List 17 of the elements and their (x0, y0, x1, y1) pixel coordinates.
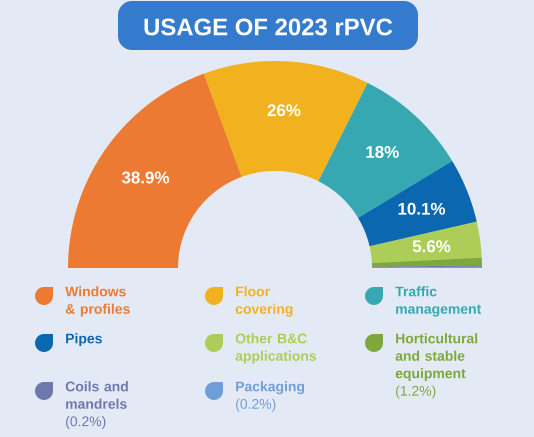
data-label: 38.9% (122, 171, 170, 184)
legend-label: Windows & profiles (65, 286, 130, 317)
data-label: (1.2%) (396, 385, 436, 398)
data-label: (0.2%) (66, 416, 106, 430)
data-label: (0.2%) (236, 398, 276, 412)
data-label: 10.1% (398, 202, 446, 215)
legend-label: Packaging (236, 381, 304, 394)
data-label: 5.6% (412, 240, 450, 252)
data-label: 18% (366, 146, 399, 158)
legend-label: Horticultural and stable equipment (396, 333, 478, 382)
legend-label: Floor covering (236, 286, 292, 317)
legend-label: Traffic management (395, 286, 482, 317)
data-label: 26% (268, 104, 300, 116)
chart-title: USAGE OF 2023 rPVC (144, 18, 392, 36)
legend-label: Other B&C applications (236, 333, 316, 364)
legend-label: Pipes (66, 333, 102, 346)
legend-label: Coils and mandrels (66, 381, 128, 409)
